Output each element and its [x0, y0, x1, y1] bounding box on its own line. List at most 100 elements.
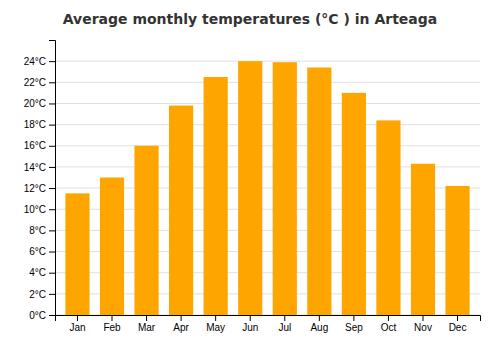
- tick-mark: [49, 82, 55, 83]
- tick: Jun: [242, 315, 258, 333]
- tick-label: Mar: [138, 322, 156, 333]
- tick: Sep: [345, 315, 363, 333]
- tick-mark: [388, 315, 389, 321]
- tick-label: Jun: [242, 322, 258, 333]
- tick: Mar: [138, 315, 156, 333]
- tick: Dec: [449, 315, 467, 333]
- tick: 20°C: [24, 98, 55, 109]
- tick-mark: [77, 315, 78, 321]
- title: Average monthly temperatures (°C ) in Ar…: [63, 11, 438, 27]
- bar: [445, 186, 469, 315]
- tick-mark: [353, 315, 354, 321]
- tick: 12°C: [24, 183, 55, 194]
- bars: [65, 61, 469, 315]
- bar: [100, 178, 124, 316]
- tick-label: 4°C: [29, 267, 46, 278]
- axis-line: [56, 316, 481, 322]
- tick-mark: [250, 315, 251, 321]
- bar: [273, 62, 297, 315]
- tick-label: May: [206, 322, 225, 333]
- bar: [134, 146, 158, 315]
- tick-label: 10°C: [24, 204, 46, 215]
- tick-mark: [49, 294, 55, 295]
- tick-mark: [49, 61, 55, 62]
- tick-label: 12°C: [24, 183, 46, 194]
- bar: [65, 193, 89, 315]
- tick-mark: [215, 315, 216, 321]
- grid: [55, 61, 480, 315]
- tick-label: 18°C: [24, 119, 46, 130]
- tick-mark: [457, 315, 458, 321]
- tick-label: 0°C: [29, 310, 46, 321]
- bar: [411, 164, 435, 315]
- tick: Nov: [414, 315, 432, 333]
- x-axis: Jan Feb Mar Apr May Jun Jul Aug Sep Oct Nov Dec: [56, 315, 481, 333]
- tick-mark: [112, 315, 113, 321]
- tick-label: Sep: [345, 322, 363, 333]
- tick-mark: [49, 146, 55, 147]
- bar: [238, 61, 262, 315]
- tick-label: 6°C: [29, 246, 46, 257]
- tick-label: 24°C: [24, 56, 46, 67]
- tick: 10°C: [24, 204, 55, 215]
- tick: Apr: [173, 315, 189, 333]
- tick-label: 14°C: [24, 162, 46, 173]
- tick-label: 8°C: [29, 225, 46, 236]
- tick: 18°C: [24, 119, 55, 130]
- tick-mark: [49, 252, 55, 253]
- tick: 16°C: [24, 140, 55, 151]
- bar: [307, 68, 331, 316]
- chart: 0°C 2°C 4°C 6°C 8°C 10°C 12°C 14°C 16°C 18°C 20°C 2…: [0, 0, 500, 350]
- tick-mark: [49, 209, 55, 210]
- tick-label: Aug: [310, 322, 328, 333]
- tick: 0°C: [29, 310, 55, 321]
- bar: [169, 106, 193, 315]
- tick-mark: [422, 315, 423, 321]
- tick-label: Jul: [278, 322, 291, 333]
- tick-label: Oct: [381, 322, 397, 333]
- tick-label: Dec: [449, 322, 467, 333]
- tick-mark: [319, 315, 320, 321]
- tick-label: 22°C: [24, 77, 46, 88]
- tick: 8°C: [29, 225, 55, 236]
- tick: 14°C: [24, 162, 55, 173]
- tick-mark: [49, 103, 55, 104]
- tick-mark: [49, 315, 55, 316]
- tick: 2°C: [29, 289, 55, 300]
- tick-label: Apr: [173, 322, 189, 333]
- bar: [376, 120, 400, 315]
- tick: 6°C: [29, 246, 55, 257]
- tick: May: [206, 315, 225, 333]
- tick-label: Nov: [414, 322, 432, 333]
- bar: [204, 77, 228, 315]
- grid-line: [55, 103, 480, 104]
- tick: Jul: [278, 315, 291, 333]
- tick: 24°C: [24, 56, 55, 67]
- axis-line: [49, 41, 56, 316]
- bar: [342, 93, 366, 315]
- tick-mark: [146, 315, 147, 321]
- tick-mark: [49, 273, 55, 274]
- tick: Feb: [103, 315, 121, 333]
- grid-line: [55, 61, 480, 62]
- tick-label: Jan: [69, 322, 85, 333]
- tick-mark: [49, 230, 55, 231]
- tick: 4°C: [29, 267, 55, 278]
- tick: Oct: [381, 315, 397, 333]
- tick: Jan: [69, 315, 85, 333]
- tick-label: 20°C: [24, 98, 46, 109]
- tick-mark: [181, 315, 182, 321]
- y-axis: 0°C 2°C 4°C 6°C 8°C 10°C 12°C 14°C 16°C 18°C 20°C 2…: [24, 41, 56, 321]
- tick-label: 16°C: [24, 140, 46, 151]
- tick-mark: [49, 167, 55, 168]
- tick-label: Feb: [103, 322, 121, 333]
- tick-label: 2°C: [29, 289, 46, 300]
- tick: 22°C: [24, 77, 55, 88]
- tick-mark: [284, 315, 285, 321]
- grid-line: [55, 145, 480, 146]
- grid-line: [55, 124, 480, 125]
- grid-line: [55, 82, 480, 83]
- plot-area: 0°C 2°C 4°C 6°C 8°C 10°C 12°C 14°C 16°C 18°C 20°C 2…: [24, 41, 481, 334]
- tick-mark: [49, 125, 55, 126]
- tick-mark: [49, 188, 55, 189]
